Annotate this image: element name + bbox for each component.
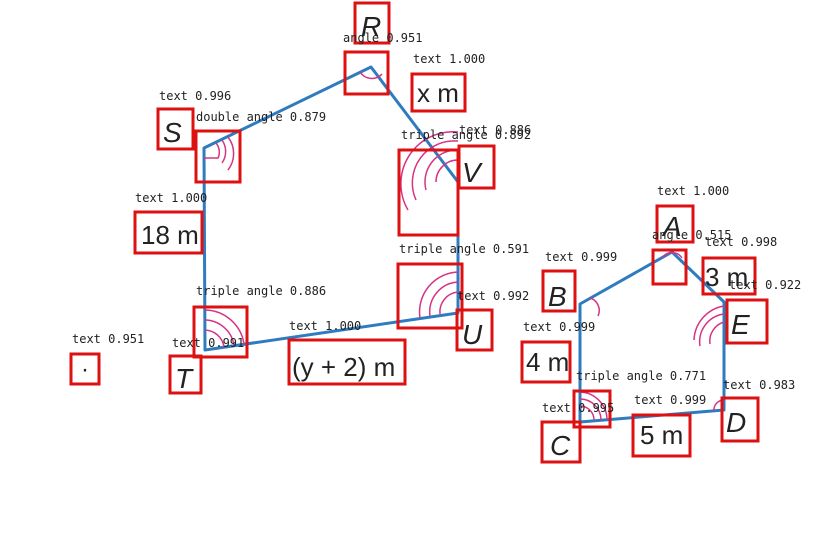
detection-box-double-angle-s xyxy=(194,129,242,184)
detection-box-c xyxy=(540,420,582,464)
detection-box-triple-angle-c xyxy=(572,389,612,429)
angle-arcs xyxy=(204,71,725,421)
side-label-18: 18 m xyxy=(141,220,199,250)
detection-label-text-u: text 0.992 xyxy=(457,289,529,303)
angle-arc-v-2 xyxy=(424,149,459,191)
vertex-label-e: E xyxy=(731,309,750,340)
vertex-label-c: C xyxy=(550,430,571,461)
detection-label-text-a: text 1.000 xyxy=(657,184,729,198)
detection-box-r-letter xyxy=(353,1,391,45)
vertex-label-b: B xyxy=(548,281,567,312)
angle-arc-v-4 xyxy=(400,131,459,211)
angle-arc-t-2 xyxy=(204,319,235,346)
detection-label-text-y2: text 1.000 xyxy=(289,319,361,333)
detection-label-triple-angle-c: triple angle 0.771 xyxy=(576,369,706,383)
detection-box-v xyxy=(457,144,496,190)
angle-arc-e-3 xyxy=(693,305,725,341)
detection-labels: angle 0.951 text 1.000 text 0.996 double… xyxy=(72,31,801,415)
detection-box-e xyxy=(725,298,769,345)
angle-arc-t-1 xyxy=(204,329,225,348)
angle-arc-c-1 xyxy=(579,405,595,421)
detection-box-dot xyxy=(69,352,101,386)
vertex-label-a: A xyxy=(661,211,682,242)
angle-arc-c-2 xyxy=(579,398,602,421)
angle-arc-s-3 xyxy=(227,136,235,171)
detection-box-x xyxy=(410,72,467,113)
detection-label-text-x: text 1.000 xyxy=(413,52,485,66)
angle-arc-u-3 xyxy=(418,271,459,319)
detection-label-text-e: text 0.922 xyxy=(729,278,801,292)
detection-label-text-v: text 0.886 xyxy=(459,123,531,137)
detection-box-5 xyxy=(631,413,692,458)
detection-box-d xyxy=(720,396,760,443)
detection-label-text-4: text 0.999 xyxy=(523,320,595,334)
angle-arc-e-1 xyxy=(709,321,725,345)
detection-label-text-dot: text 0.951 xyxy=(72,332,144,346)
labels: R S T U V A B C D E x m 18 m (y + 2) m 3… xyxy=(81,11,750,461)
vertex-label-t: T xyxy=(175,363,194,394)
angle-arc-v-3 xyxy=(411,140,459,201)
detection-label-text-d: text 0.983 xyxy=(723,378,795,392)
detection-label-text-5: text 0.999 xyxy=(634,393,706,407)
detection-box-a xyxy=(655,204,695,244)
detection-label-text-t: text 0.991 xyxy=(172,336,244,350)
detection-box-4 xyxy=(520,340,572,384)
angle-arc-a xyxy=(661,251,683,259)
vertex-label-v: V xyxy=(462,157,483,188)
detection-box-triple-angle-u xyxy=(396,262,464,330)
vertex-label-u: U xyxy=(462,319,483,350)
detection-label-angle-a: angle 0.515 xyxy=(652,228,731,242)
angle-arc-e-2 xyxy=(698,313,725,347)
side-label-x: x m xyxy=(417,78,459,108)
angle-arc-s-2 xyxy=(221,139,227,164)
detection-label-triple-angle-u: triple angle 0.591 xyxy=(399,242,529,256)
vertex-label-r: R xyxy=(361,11,381,42)
detection-box-u xyxy=(455,308,494,352)
detection-box-t xyxy=(168,354,203,395)
angle-arc-b xyxy=(589,297,600,317)
angle-arc-s-1 xyxy=(204,142,221,159)
detection-box-s xyxy=(156,107,195,151)
detection-box-y2 xyxy=(287,338,407,386)
vertex-label-s: S xyxy=(163,117,182,148)
angle-arc-u-2 xyxy=(428,281,459,317)
side-label-5: 5 m xyxy=(640,420,683,450)
detection-box-3 xyxy=(701,256,757,296)
detection-label-text-c: text 0.995 xyxy=(542,401,614,415)
angle-arc-r xyxy=(359,71,383,80)
detection-box-18 xyxy=(133,210,204,255)
angle-arc-t-3 xyxy=(204,309,245,345)
detection-box-angle-a xyxy=(651,248,688,286)
detection-label-text-18: text 1.000 xyxy=(135,191,207,205)
detection-label-text-3: text 0.998 xyxy=(705,235,777,249)
detection-label-text-b: text 0.999 xyxy=(545,250,617,264)
detection-label-angle-r: angle 0.951 xyxy=(343,31,422,45)
pentagon-rstuv xyxy=(202,65,460,352)
detection-box-b xyxy=(541,269,577,313)
detection-boxes xyxy=(69,1,769,464)
detection-label-triple-angle-v: triple angle 0.892 xyxy=(401,128,531,142)
detection-label-double-angle-s: double angle 0.879 xyxy=(196,110,326,124)
detection-box-triple-angle-t xyxy=(192,305,249,359)
side-label-4: 4 m xyxy=(526,347,569,377)
detection-box-triple-angle-v xyxy=(397,148,460,237)
side-label-y2: (y + 2) m xyxy=(292,352,395,382)
detection-label-triple-angle-t: triple angle 0.886 xyxy=(196,284,326,298)
angle-arc-v-1 xyxy=(435,159,459,183)
detection-box-angle-r xyxy=(343,50,390,96)
dot-label: · xyxy=(81,356,89,383)
angle-arc-u-1 xyxy=(439,291,459,315)
side-label-3: 3 m xyxy=(705,262,748,292)
vertex-label-d: D xyxy=(726,407,746,438)
detection-label-text-s: text 0.996 xyxy=(159,89,231,103)
